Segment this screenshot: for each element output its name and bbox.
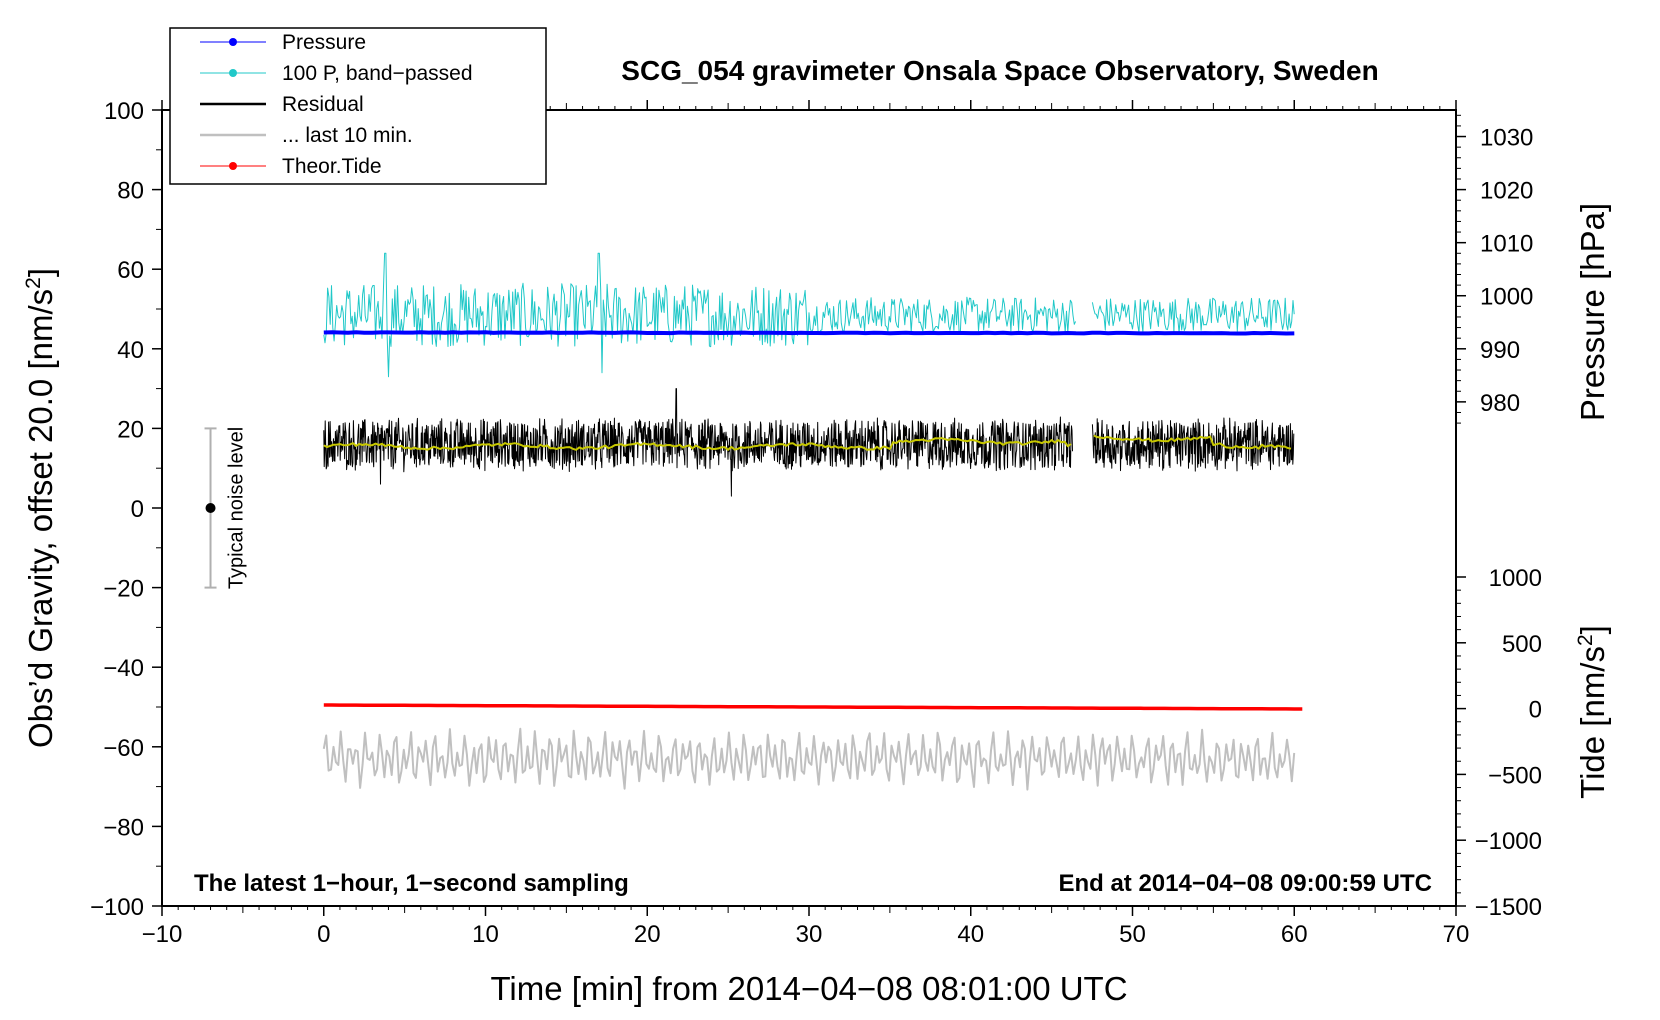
tide-tick-label: 1000 <box>1489 565 1542 592</box>
legend-label: 100 P, band−passed <box>282 62 473 85</box>
x-tick-label: 20 <box>634 921 661 948</box>
legend-label: Residual <box>282 93 364 116</box>
tide-tick-label: 0 <box>1529 697 1542 724</box>
y-tick-label: −20 <box>103 576 144 603</box>
x-tick-label: 60 <box>1281 921 1308 948</box>
y-tick-label: −80 <box>103 814 144 841</box>
x-tick-label: 50 <box>1119 921 1146 948</box>
x-axis-label: Time [min] from 2014−04−08 08:01:00 UTC <box>490 970 1127 1007</box>
tide-tick-label: −500 <box>1488 762 1542 789</box>
legend-marker <box>229 162 237 170</box>
y-tick-label: −60 <box>103 735 144 762</box>
note-left: The latest 1−hour, 1−second sampling <box>194 870 629 897</box>
y-tick-label: 60 <box>117 257 144 284</box>
pressure-tick-label: 990 <box>1480 337 1520 364</box>
band-passed-pressure-series <box>323 252 1295 378</box>
legend: Pressure 100 P, band−passed Residual ... la… <box>169 27 547 185</box>
legend-label: Theor.Tide <box>282 155 382 178</box>
y-axis-label-pressure: Pressure [hPa] <box>1574 203 1611 421</box>
pressure-tick-label: 980 <box>1480 390 1520 417</box>
residual-smoothed-series <box>323 434 1292 451</box>
axis-layer: −10 0 10 20 30 40 50 60 70100806040200−20−40−60−… <box>90 98 1542 948</box>
noise-label: Typical noise level <box>226 427 248 589</box>
tide-tick-label: −1000 <box>1475 828 1542 855</box>
y-tick-label: −100 <box>90 894 144 921</box>
last-10-min-series <box>322 727 1296 791</box>
y-tick-label: 0 <box>131 496 144 523</box>
y-tick-label: 80 <box>117 178 144 205</box>
legend-box <box>169 27 547 185</box>
legend-marker <box>229 69 237 77</box>
pressure-tick-label: 1030 <box>1480 125 1533 152</box>
tide-tick-label: −1500 <box>1475 894 1542 921</box>
pressure-series <box>323 330 1295 336</box>
pressure-tick-label: 1000 <box>1480 284 1533 311</box>
x-tick-label: 70 <box>1443 921 1470 948</box>
tide-tick-label: 500 <box>1502 631 1542 658</box>
chart-title: SCG_054 gravimeter Onsala Space Observat… <box>621 55 1378 86</box>
y-axis-label-tide: Tide [nm/s2] <box>1574 625 1611 799</box>
theor-tide-series <box>323 703 1303 711</box>
y-tick-label: 40 <box>117 337 144 364</box>
x-tick-label: 40 <box>957 921 984 948</box>
plot-frame <box>161 109 1457 907</box>
y-tick-label: 100 <box>104 98 144 125</box>
y-axis-label-left: Obs’d Gravity, offset 20.0 [nm/s2] <box>22 268 59 748</box>
x-tick-label: 30 <box>796 921 823 948</box>
x-tick-label: −10 <box>142 921 183 948</box>
series-layer <box>322 252 1303 791</box>
y-tick-label: 20 <box>117 416 144 443</box>
legend-label: Pressure <box>282 31 366 54</box>
noise-indicator: Typical noise level <box>204 427 248 589</box>
x-tick-label: 0 <box>317 921 330 948</box>
pressure-tick-label: 1020 <box>1480 178 1533 205</box>
noise-center-dot <box>205 503 216 513</box>
note-right: End at 2014−04−08 09:00:59 UTC <box>1058 870 1432 897</box>
x-tick-label: 10 <box>472 921 499 948</box>
y-tick-label: −40 <box>103 655 144 682</box>
legend-marker <box>229 38 237 46</box>
legend-label: ... last 10 min. <box>282 124 413 147</box>
residual-series <box>323 388 1295 497</box>
pressure-tick-label: 1010 <box>1480 231 1533 258</box>
